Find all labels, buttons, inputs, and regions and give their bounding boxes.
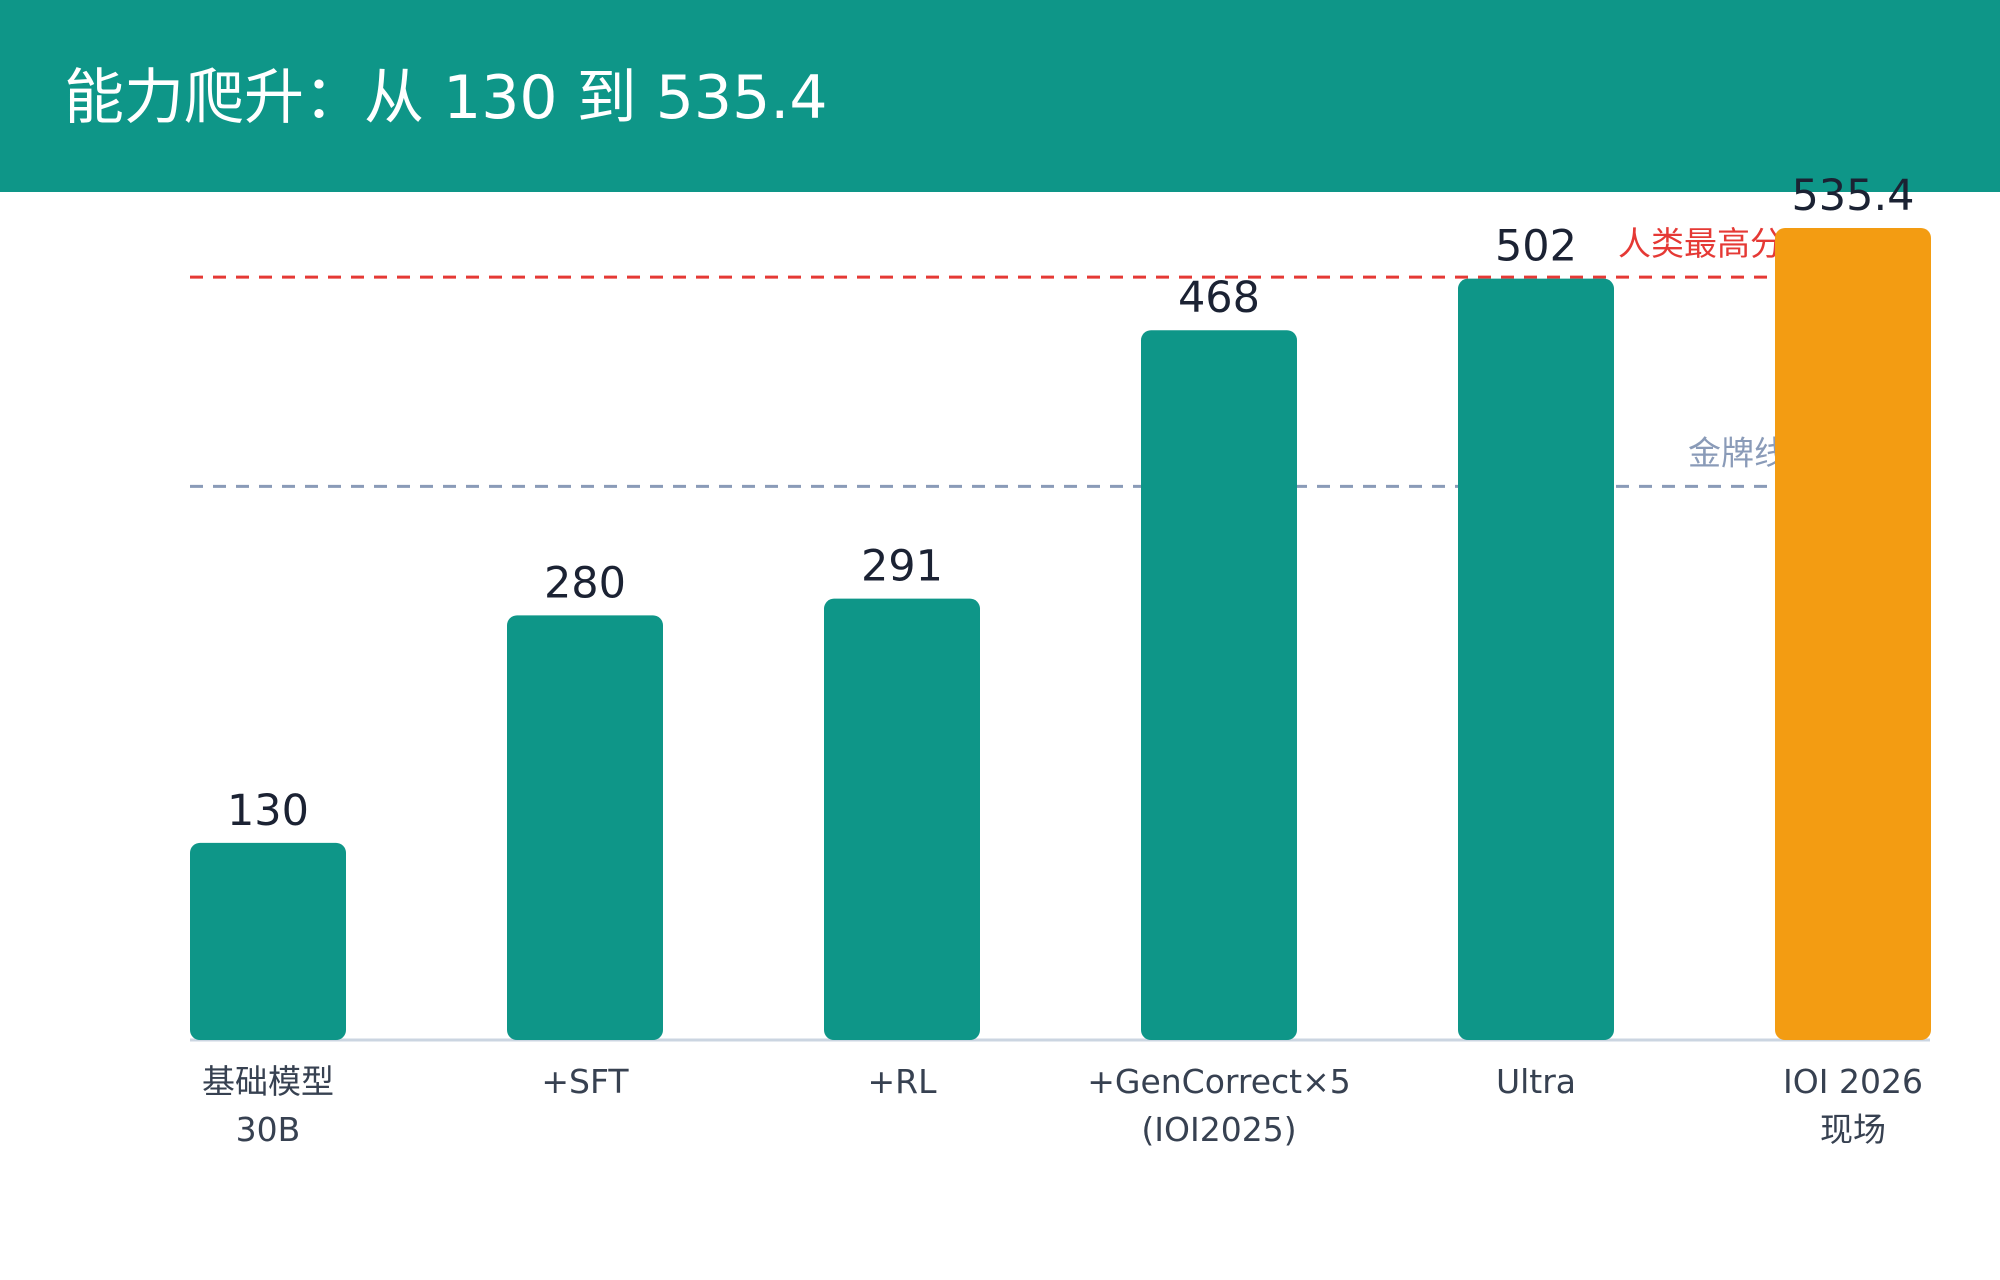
value-label-4: 468	[1178, 273, 1260, 323]
value-label-3: 291	[861, 542, 943, 592]
bar-1	[190, 842, 346, 1040]
value-label-6: 535.4	[1791, 171, 1914, 221]
category-label-3: +RL	[868, 1062, 938, 1101]
value-label-2: 280	[544, 558, 626, 608]
bar-3	[824, 598, 980, 1040]
human-best-label: 人类最高分	[1618, 224, 1783, 263]
category-label-6-line-2: 现场	[1820, 1110, 1886, 1149]
category-label-4-line-2: (IOI2025)	[1141, 1110, 1296, 1149]
category-label-5: Ultra	[1496, 1062, 1576, 1101]
bar-5	[1458, 278, 1614, 1040]
page-title: 能力爬升：从 130 到 535.4	[64, 63, 828, 133]
header-banner	[0, 0, 2000, 192]
category-label-2: +SFT	[541, 1062, 629, 1101]
category-label-6: IOI 2026	[1783, 1062, 1923, 1101]
value-label-5: 502	[1495, 222, 1577, 272]
bar-4	[1141, 330, 1297, 1040]
bar-2	[507, 615, 663, 1040]
category-label-4: +GenCorrect×5	[1087, 1062, 1351, 1101]
category-label-1-line-2: 30B	[236, 1110, 301, 1149]
gold-medal-label: 金牌线	[1688, 433, 1787, 472]
bar-6	[1775, 228, 1931, 1040]
category-label-1: 基础模型	[202, 1062, 334, 1101]
value-label-1: 130	[227, 786, 309, 836]
